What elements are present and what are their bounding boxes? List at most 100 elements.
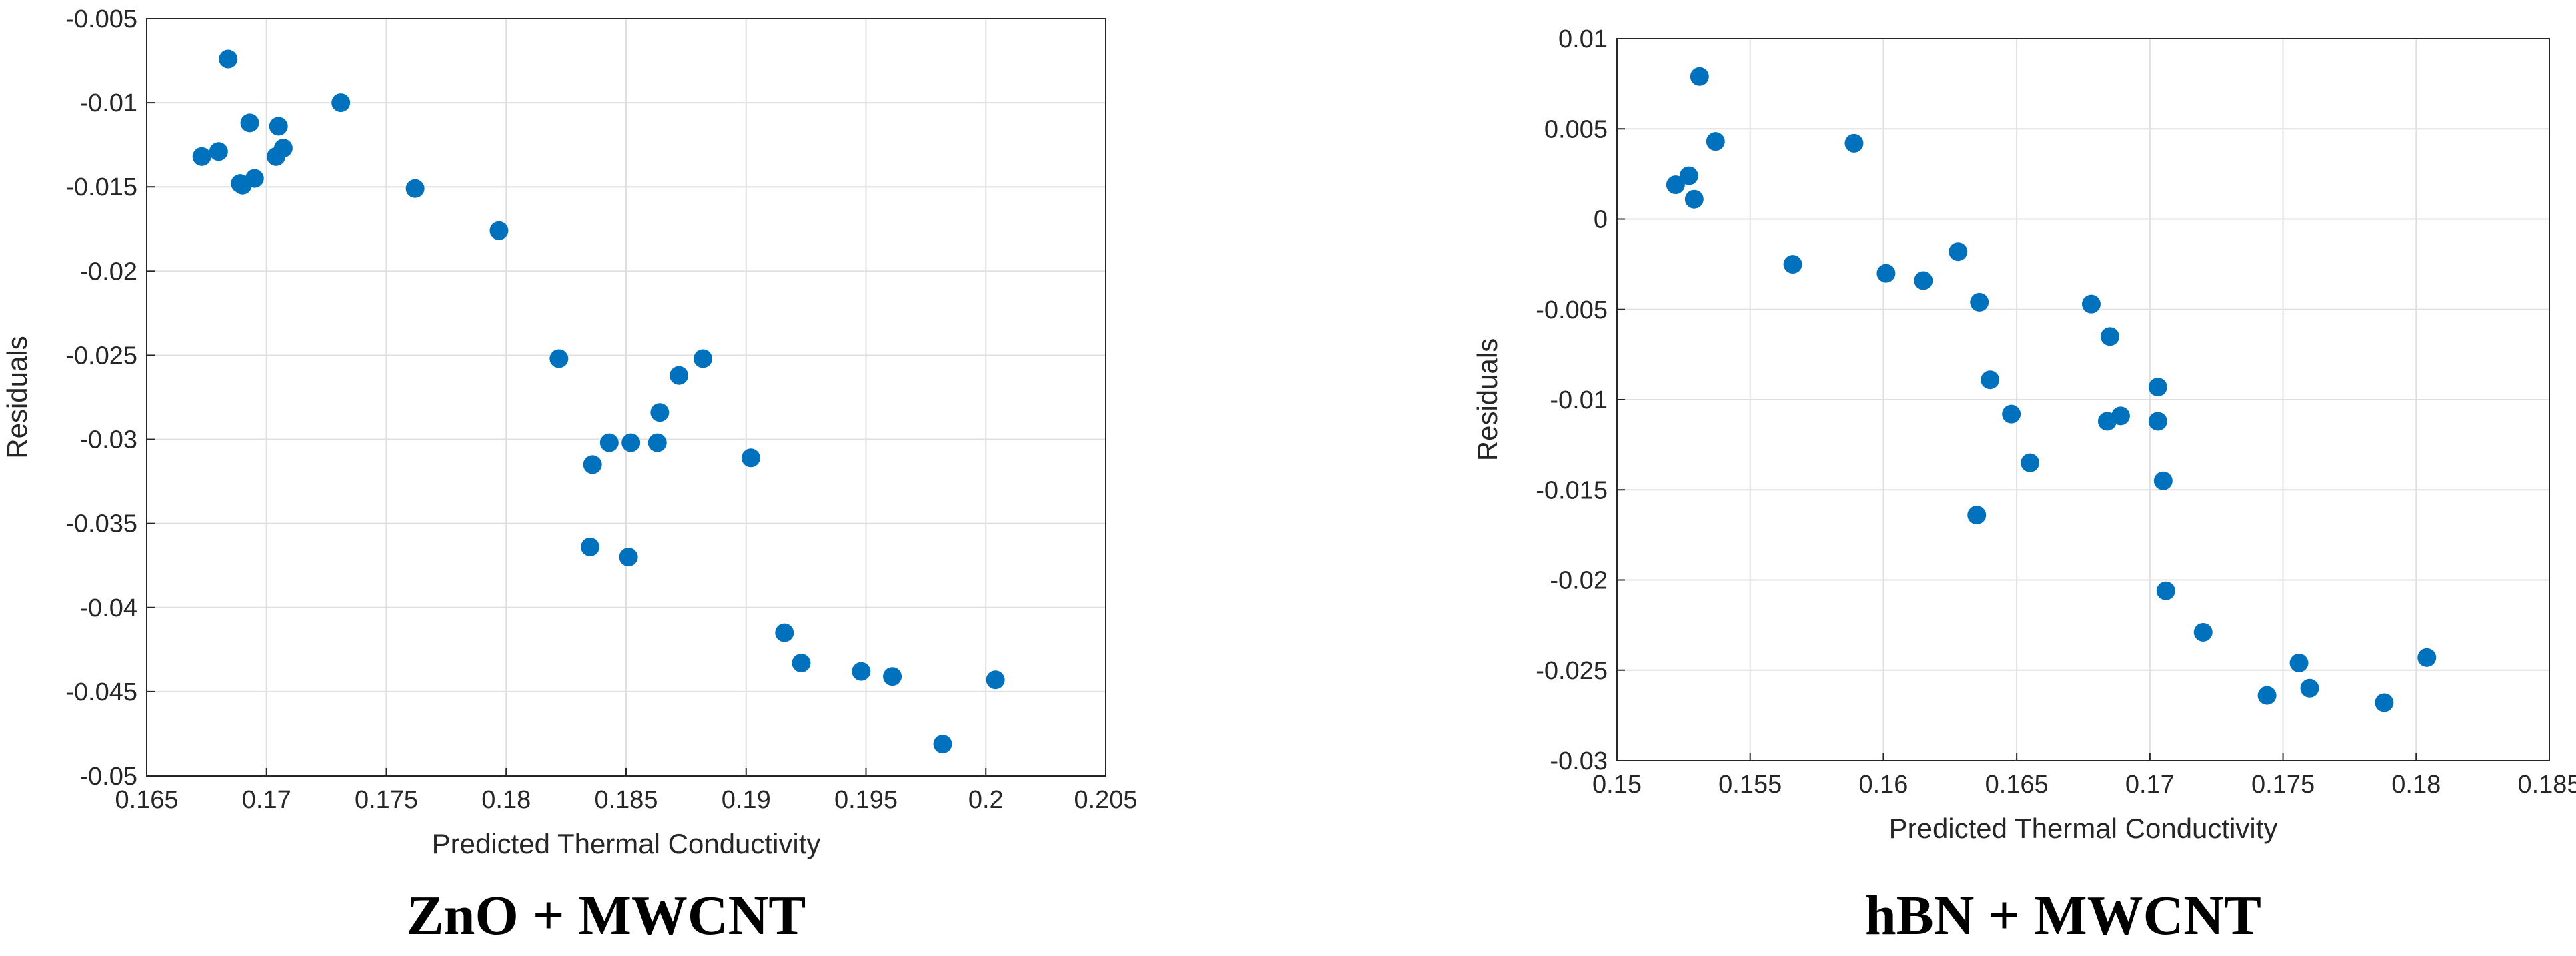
scatter-point: [549, 349, 569, 368]
scatter-point: [1690, 67, 1709, 86]
chart-zno-mwcnt: 0.165 0.17 0.175 0.18 0.185 0.19 0.195 0.2 0.205…: [1, 5, 1138, 947]
scatter-point: [694, 349, 713, 368]
scatter-point: [2097, 412, 2117, 431]
scatter-point: [621, 433, 641, 452]
x-tick-label: 0.175: [355, 786, 418, 814]
x-tick-label: 0.18: [481, 786, 531, 814]
scatter-point: [619, 548, 638, 567]
scatter-point: [331, 93, 351, 113]
x-tick-label: 0.185: [2517, 771, 2576, 799]
scatter-point: [240, 113, 259, 133]
x-tick-label: 0.175: [2251, 771, 2315, 799]
scatter-point: [1914, 271, 1933, 290]
scatter-point: [2289, 653, 2309, 672]
scatter-point: [2375, 693, 2394, 712]
y-tick-label: -0.005: [65, 5, 137, 33]
scatter-point: [1876, 264, 1896, 283]
scatter-point: [219, 49, 238, 69]
scatter-point: [267, 147, 286, 166]
y-tick-label: -0.045: [65, 678, 137, 706]
scatter-point: [583, 455, 602, 474]
grid-lines: [146, 18, 1106, 777]
scatter-point: [599, 433, 619, 452]
scatter-point: [1679, 166, 1698, 185]
scatter-point: [775, 623, 794, 642]
scatter-point: [741, 448, 760, 468]
x-axis-label: Predicted Thermal Conductivity: [432, 828, 821, 859]
scatter-point: [1949, 242, 1968, 262]
scatter-point: [405, 179, 425, 198]
scatter-point: [1981, 370, 2000, 390]
y-tick-label: -0.035: [65, 510, 137, 538]
y-tick-label: 0.005: [1544, 115, 1608, 143]
scatter-point: [986, 670, 1005, 690]
y-axis-label: Residuals: [1, 336, 33, 458]
scatter-point: [1706, 132, 1725, 151]
y-tick-label: -0.02: [79, 258, 137, 286]
scatter-point: [2153, 471, 2173, 490]
x-tick-label: 0.155: [1718, 771, 1782, 799]
scatter-point: [2417, 648, 2437, 667]
plot-frame: [1616, 38, 2550, 761]
plot-frame: [146, 18, 1106, 777]
chart-caption: ZnO + MWCNT: [407, 885, 806, 947]
y-tick-label: -0.01: [79, 89, 137, 117]
x-tick-label: 0.165: [1985, 771, 2049, 799]
x-tick-label: 0.195: [834, 786, 898, 814]
chart-hbn-mwcnt: 0.15 0.155 0.16 0.165 0.17 0.175 0.18 0.185 -0.…: [1472, 25, 2576, 947]
x-tick-label: 0.17: [2125, 771, 2175, 799]
y-axis-label: Residuals: [1472, 338, 1503, 461]
x-tick-label: 0.165: [115, 786, 178, 814]
x-axis-label: Predicted Thermal Conductivity: [1889, 813, 2278, 844]
scatter-point: [1967, 506, 1987, 525]
scatter-point: [1844, 133, 1864, 153]
x-tick-label: 0.18: [2391, 771, 2441, 799]
scatter-point: [2156, 581, 2175, 600]
x-tick-label: 0.185: [594, 786, 658, 814]
x-tick-label: 0.15: [1592, 771, 1642, 799]
scatter-point: [650, 403, 670, 422]
y-tick-label: -0.015: [1536, 476, 1608, 504]
scatter-point: [2257, 686, 2277, 705]
y-tick-label: -0.015: [65, 173, 137, 201]
scatter-point: [883, 667, 902, 686]
scatter-point: [2193, 622, 2213, 642]
scatter-point: [233, 175, 252, 195]
scatter-point: [2002, 404, 2021, 424]
chart-caption: hBN + MWCNT: [1865, 885, 2261, 947]
scatter-point: [209, 142, 228, 161]
grid-lines: [1616, 38, 2550, 761]
y-tick-label: -0.01: [1550, 386, 1608, 414]
scatter-point: [2081, 294, 2101, 314]
scatter-point: [2021, 453, 2040, 472]
scatter-point: [581, 537, 600, 556]
x-tick-labels: 0.15 0.155 0.16 0.165 0.17 0.175 0.18 0.185: [1592, 771, 2576, 799]
scatter-point: [1684, 189, 1704, 209]
y-tick-label: 0: [1594, 206, 1608, 234]
x-tick-label: 0.16: [1858, 771, 1908, 799]
scatter-point: [2148, 412, 2167, 431]
scatter-point: [2148, 378, 2167, 397]
scatter-point: [1666, 175, 1685, 195]
scatter-point: [933, 735, 952, 754]
y-tick-label: 0.01: [1558, 25, 1608, 53]
y-tick-label: -0.025: [65, 342, 137, 370]
scatter-points: [1666, 67, 2437, 712]
x-tick-label: 0.17: [242, 786, 291, 814]
y-tick-label: -0.03: [1550, 747, 1608, 775]
y-tick-labels: -0.03 -0.025 -0.02 -0.015 -0.01 -0.005 0 0.005 0…: [1536, 25, 1608, 775]
x-tick-labels: 0.165 0.17 0.175 0.18 0.185 0.19 0.195 0.2 0.205: [115, 786, 1137, 814]
y-tick-label: -0.02: [1550, 567, 1608, 595]
scatter-point: [852, 662, 871, 681]
y-tick-label: -0.005: [1536, 296, 1608, 324]
scatter-point: [1783, 255, 1802, 274]
scatter-point: [792, 654, 811, 673]
scatter-point: [269, 117, 288, 136]
scatter-points: [192, 49, 1005, 754]
y-tick-label: -0.04: [79, 594, 137, 622]
y-tick-label: -0.03: [79, 426, 137, 454]
scatter-point: [2300, 678, 2319, 698]
x-tick-label: 0.19: [722, 786, 771, 814]
scatter-point: [2100, 327, 2119, 346]
